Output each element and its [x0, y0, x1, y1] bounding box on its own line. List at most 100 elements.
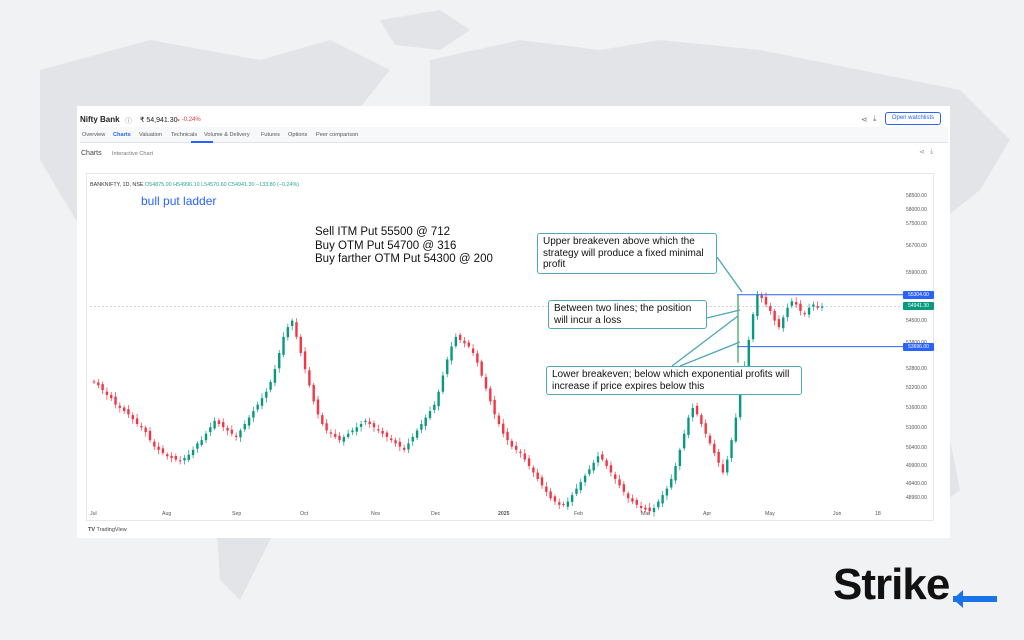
candle-body	[407, 443, 410, 450]
candle-body	[639, 505, 643, 508]
y-tick-label: 49900.00	[906, 463, 927, 469]
candle-body	[812, 304, 815, 307]
candle-body	[588, 469, 591, 475]
candle-body	[605, 460, 608, 467]
y-tick-label: 55900.00	[906, 270, 927, 276]
candle-body	[558, 502, 561, 505]
candle-body	[644, 507, 647, 510]
tab-options[interactable]: Options	[288, 132, 308, 138]
candle-body	[799, 303, 802, 311]
y-tick-label: 58500.00	[906, 193, 927, 199]
candle-body	[497, 415, 501, 425]
candle-body	[299, 336, 302, 353]
section-note: Interactive Chart	[112, 151, 154, 157]
candle-body	[687, 417, 690, 435]
candle-body	[368, 421, 371, 425]
tab-futures[interactable]: Futures	[261, 132, 280, 138]
candle-body	[764, 296, 768, 305]
candle-body	[269, 382, 272, 390]
candle-body	[609, 465, 613, 473]
candle-body	[178, 460, 182, 462]
annotation-lower-breakeven: Lower breakeven; below which exponential…	[546, 366, 802, 395]
download-icon[interactable]: ⤓	[873, 114, 877, 123]
candle-body	[708, 435, 712, 444]
candle-body	[247, 417, 251, 426]
candle-body	[217, 420, 221, 425]
candle-body	[670, 478, 673, 488]
strike-logo-arrow	[953, 590, 997, 608]
candle-body	[364, 420, 367, 423]
x-tick-label: 2025	[498, 511, 510, 517]
y-tick-label: 51600.00	[906, 405, 927, 411]
y-tick-label: 48960.00	[906, 495, 927, 501]
chart-share-icon[interactable]: ⋖	[919, 149, 925, 156]
tab-peer-comparison[interactable]: Peer comparison	[316, 132, 359, 138]
candle-body	[420, 424, 423, 430]
tab-valuation[interactable]: Valuation	[139, 132, 162, 138]
candle-body	[394, 440, 397, 444]
candle-body	[540, 477, 544, 486]
y-tick-label: 56700.00	[906, 243, 927, 249]
candle-body	[463, 340, 466, 344]
x-tick-label: 18	[875, 511, 881, 517]
y-tick-label: 58000.00	[906, 207, 927, 213]
candle-body	[230, 429, 234, 434]
candle-body	[596, 456, 600, 463]
candle-body	[92, 381, 96, 383]
candle-body	[717, 451, 720, 463]
leg-buy-otm-put: Buy OTM Put 54700 @ 316	[315, 239, 457, 252]
stock-price: ₹ 54,941.30	[140, 117, 178, 124]
candle-body	[278, 352, 281, 369]
info-icon[interactable]: ⓘ	[125, 118, 132, 125]
tab-volume-delivery[interactable]: Volume & Delivery	[204, 132, 250, 138]
candle-body	[234, 435, 238, 437]
candle-body	[308, 370, 311, 386]
candle-body	[553, 496, 557, 502]
candle-body	[484, 377, 488, 389]
candle-body	[135, 418, 139, 425]
leg-buy-farther-otm-put: Buy farther OTM Put 54300 @ 200	[315, 253, 493, 265]
open-watchlists-button[interactable]: Open watchlists	[885, 112, 941, 125]
candle-body	[346, 433, 350, 437]
tab-overview[interactable]: Overview	[82, 132, 106, 138]
candle-body	[303, 351, 307, 370]
candle-body	[174, 455, 178, 460]
share-icon[interactable]: ⋖	[861, 115, 868, 124]
tab-technicals[interactable]: Technicals	[171, 132, 198, 138]
candle-body	[489, 388, 492, 402]
candle-body	[816, 306, 819, 308]
candle-body	[579, 482, 582, 491]
candle-body	[471, 348, 475, 353]
candle-body	[213, 420, 216, 429]
candle-body	[545, 486, 548, 492]
candle-body	[506, 431, 509, 441]
chart-download-icon[interactable]: ⤓	[930, 148, 934, 155]
candle-body	[390, 438, 393, 441]
candle-body	[773, 310, 776, 321]
candle-body	[566, 501, 570, 507]
candle-body	[161, 448, 165, 454]
candle-body	[226, 428, 229, 431]
candle-body	[691, 407, 694, 418]
x-tick-label: Apr	[703, 511, 712, 517]
candle-body	[101, 384, 104, 391]
annotation-loss-zone: Between two lines; the position will inc…	[548, 300, 707, 329]
candle-body	[355, 427, 358, 432]
y-tick-label: 52800.00	[906, 366, 927, 372]
x-tick-label: Jul	[90, 511, 97, 517]
candle-body	[458, 334, 462, 341]
candle-body	[454, 336, 458, 347]
y-tick-label: 50400.00	[906, 445, 927, 451]
candle-body	[411, 436, 414, 442]
stock-title: Nifty Bank	[80, 115, 120, 124]
candle-body	[295, 322, 298, 337]
candle-body	[97, 382, 100, 386]
candle-body	[704, 423, 707, 434]
candle-body	[196, 443, 199, 449]
y-tick-label: 52200.00	[906, 385, 927, 391]
tab-charts[interactable]: Charts	[113, 132, 131, 138]
candle-body	[441, 375, 445, 392]
candle-body	[144, 427, 147, 433]
candle-body	[536, 472, 539, 479]
